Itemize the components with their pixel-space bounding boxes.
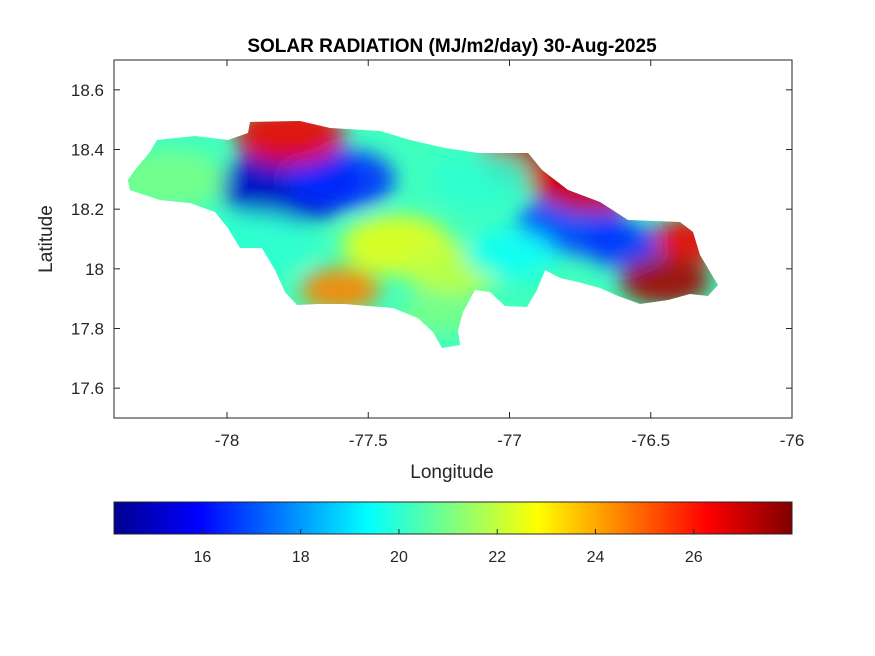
x-tick-label: -77 bbox=[497, 431, 522, 450]
colorbar-ticks: 16 18 20 22 24 26 bbox=[194, 529, 703, 566]
x-axis-label: Longitude bbox=[410, 462, 493, 483]
x-axis-ticks: -78 -77.5 -77 -76.5 -76 bbox=[215, 60, 805, 450]
radiation-patch bbox=[431, 151, 532, 207]
x-tick-label: -76 bbox=[780, 431, 805, 450]
y-tick-label: 18.2 bbox=[71, 200, 104, 219]
x-tick-label: -78 bbox=[215, 431, 240, 450]
radiation-patch bbox=[285, 149, 395, 210]
map-title: SOLAR RADIATION (MJ/m2/day) 30-Aug-2025 bbox=[247, 36, 657, 57]
colorbar-tick-label: 20 bbox=[390, 549, 408, 566]
x-tick-label: -76.5 bbox=[631, 431, 670, 450]
colorbar-tick-label: 24 bbox=[587, 549, 605, 566]
colorbar-tick-label: 22 bbox=[488, 549, 506, 566]
radiation-patch bbox=[234, 121, 345, 165]
radiation-patch bbox=[619, 256, 710, 306]
y-axis-ticks: 17.6 17.8 18 18.2 18.4 18.6 bbox=[71, 81, 792, 398]
y-tick-label: 18.4 bbox=[71, 141, 104, 160]
y-tick-label: 17.6 bbox=[71, 379, 104, 398]
radiation-patch bbox=[464, 229, 555, 279]
colorbar-tick-label: 26 bbox=[685, 549, 703, 566]
colorbar-tick-label: 18 bbox=[292, 549, 310, 566]
y-tick-label: 18 bbox=[85, 260, 104, 279]
y-tick-label: 17.8 bbox=[71, 320, 104, 339]
y-tick-label: 18.6 bbox=[71, 81, 104, 100]
radiation-patch bbox=[582, 222, 663, 267]
colorbar-tick-label: 16 bbox=[194, 549, 212, 566]
y-axis-label: Latitude bbox=[36, 205, 57, 273]
x-tick-label: -77.5 bbox=[349, 431, 388, 450]
colorbar bbox=[113, 501, 793, 535]
radiation-patch bbox=[300, 267, 380, 312]
